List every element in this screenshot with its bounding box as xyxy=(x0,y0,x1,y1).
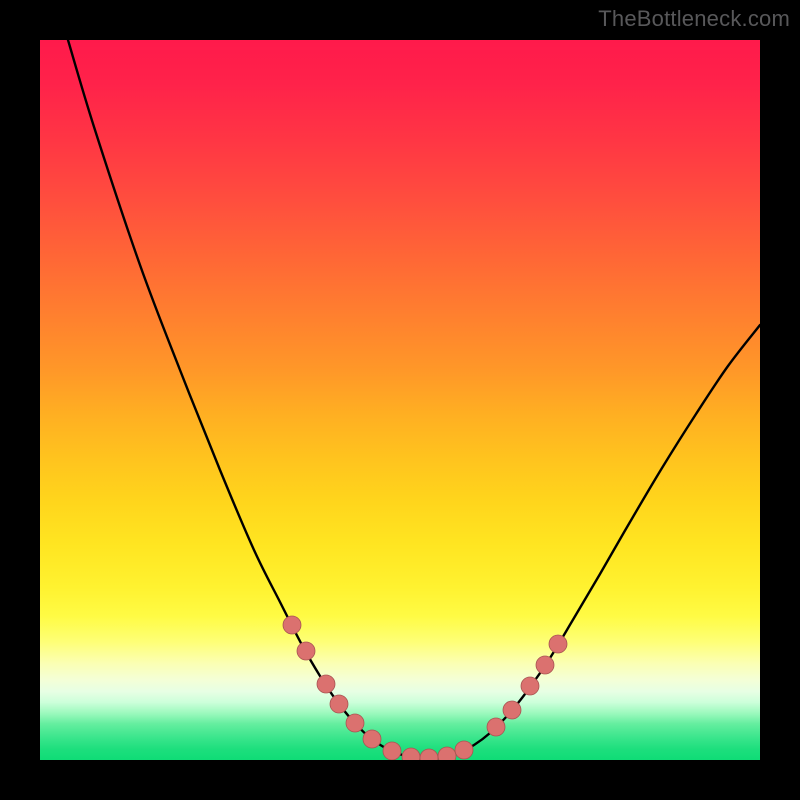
data-marker xyxy=(330,695,348,713)
data-marker xyxy=(487,718,505,736)
data-marker xyxy=(297,642,315,660)
curve-layer xyxy=(40,40,760,760)
chart-outer: TheBottleneck.com xyxy=(0,0,800,800)
bottleneck-curve xyxy=(68,40,760,758)
plot-area xyxy=(40,40,760,760)
data-marker xyxy=(521,677,539,695)
data-marker xyxy=(383,742,401,760)
data-marker xyxy=(503,701,521,719)
data-markers xyxy=(283,616,567,760)
data-marker xyxy=(420,749,438,760)
data-marker xyxy=(455,741,473,759)
data-marker xyxy=(549,635,567,653)
data-marker xyxy=(402,748,420,760)
data-marker xyxy=(536,656,554,674)
data-marker xyxy=(317,675,335,693)
data-marker xyxy=(438,747,456,760)
data-marker xyxy=(283,616,301,634)
watermark-text: TheBottleneck.com xyxy=(598,6,790,32)
data-marker xyxy=(363,730,381,748)
data-marker xyxy=(346,714,364,732)
